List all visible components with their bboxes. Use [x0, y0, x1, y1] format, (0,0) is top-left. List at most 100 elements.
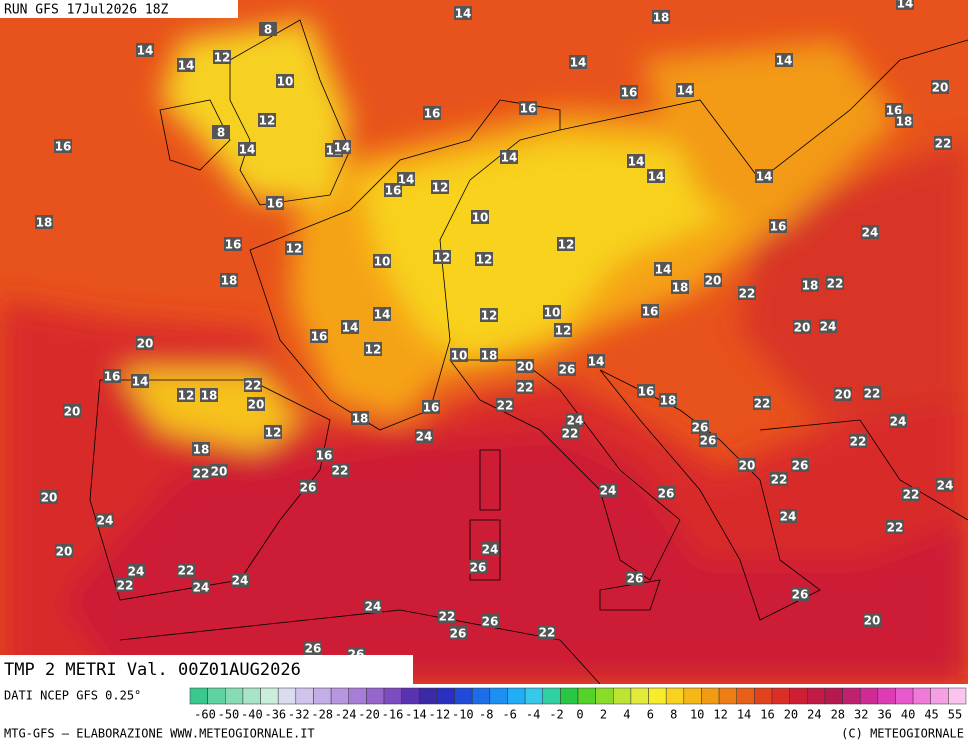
label-box — [373, 307, 391, 321]
label-box — [620, 85, 638, 99]
temperature-label: 12 — [555, 324, 572, 338]
temperature-label: 18 — [653, 11, 670, 25]
label-box — [136, 336, 154, 350]
scale-swatch — [895, 687, 914, 705]
temperature-label: 16 — [423, 401, 440, 415]
scale-swatch — [225, 687, 244, 705]
temperature-label: 20 — [739, 459, 756, 473]
temperature-label: 16 — [104, 370, 121, 384]
temperature-label: 12 — [286, 242, 303, 256]
scale-label: -28 — [311, 708, 333, 722]
label-box — [516, 359, 534, 373]
label-box — [433, 250, 451, 264]
scale-swatch — [824, 687, 843, 705]
label-box — [285, 241, 303, 255]
temperature-label: 22 — [245, 379, 262, 393]
label-box — [738, 458, 756, 472]
temperature-label: 22 — [497, 399, 514, 413]
label-box — [557, 237, 575, 251]
label-box — [276, 74, 294, 88]
temperature-label: 14 — [628, 155, 645, 169]
label-box — [769, 219, 787, 233]
temperature-label: 24 — [232, 574, 249, 588]
temperature-label: 22 — [754, 397, 771, 411]
temperature-label: 20 — [794, 321, 811, 335]
temperature-label: 20 — [211, 465, 228, 479]
temperature-label: 22 — [739, 287, 756, 301]
label-box — [54, 139, 72, 153]
label-box — [936, 478, 954, 492]
temperature-label: 24 — [600, 484, 617, 498]
label-box — [212, 125, 230, 139]
temperature-label: 18 — [672, 281, 689, 295]
label-box — [753, 396, 771, 410]
label-box — [177, 388, 195, 402]
temperature-label: 22 — [517, 381, 534, 395]
label-box — [587, 354, 605, 368]
label-box — [659, 393, 677, 407]
label-box — [889, 414, 907, 428]
scale-label: -6 — [502, 708, 516, 722]
label-box — [264, 425, 282, 439]
temperature-label: 18 — [481, 349, 498, 363]
temperature-label: 14 — [455, 7, 472, 21]
scale-swatch — [313, 687, 332, 705]
label-box — [885, 103, 903, 117]
label-box — [671, 280, 689, 294]
scale-label: -50 — [218, 708, 240, 722]
temperature-label: 16 — [520, 102, 537, 116]
temperature-label: 12 — [214, 51, 231, 65]
scale-label: 55 — [948, 708, 962, 722]
scale-swatch — [471, 687, 491, 705]
temperature-label: 16 — [424, 107, 441, 121]
temperature-label: 14 — [570, 56, 587, 70]
scale-swatch — [454, 687, 473, 705]
temperature-label: 24 — [567, 414, 584, 428]
temperature-label: 24 — [937, 479, 954, 493]
temperature-label: 12 — [259, 114, 276, 128]
label-box — [192, 580, 210, 594]
scale-label: -40 — [241, 708, 263, 722]
label-box — [480, 308, 498, 322]
label-box — [397, 172, 415, 186]
temperature-label: 26 — [559, 363, 576, 377]
temperature-label: 14 — [137, 44, 154, 58]
temperature-label: 18 — [36, 216, 53, 230]
label-box — [637, 384, 655, 398]
label-box — [538, 625, 556, 639]
temperature-label: 26 — [700, 434, 717, 448]
label-box — [819, 319, 837, 333]
label-box — [96, 513, 114, 527]
label-box — [63, 404, 81, 418]
temperature-label: 22 — [193, 467, 210, 481]
temperature-label: 10 — [451, 349, 468, 363]
label-box — [238, 142, 256, 156]
temperature-label: 14 — [342, 321, 359, 335]
temperature-label: 20 — [56, 545, 73, 559]
temperature-label: 18 — [193, 443, 210, 457]
scale-swatch — [877, 687, 896, 705]
temperature-label: 10 — [544, 306, 561, 320]
scale-swatch — [242, 687, 261, 705]
temperature-label: 26 — [470, 561, 487, 575]
temperature-label: 22 — [903, 488, 920, 502]
temperature-label: 14 — [756, 170, 773, 184]
label-box — [423, 106, 441, 120]
temperature-label: 14 — [239, 143, 256, 157]
temperature-label: 14 — [776, 54, 793, 68]
temperature-field — [0, 20, 968, 684]
label-box — [793, 320, 811, 334]
label-box — [384, 183, 402, 197]
scale-swatch — [207, 687, 226, 705]
scale-swatch — [277, 687, 297, 705]
scale-swatch — [330, 687, 349, 705]
temperature-label: 12 — [476, 253, 493, 267]
scale-label: -16 — [382, 708, 404, 722]
label-box — [863, 613, 881, 627]
label-box — [934, 136, 952, 150]
label-box — [422, 400, 440, 414]
temperature-label: 22 — [771, 473, 788, 487]
label-box — [641, 304, 659, 318]
label-box — [454, 6, 472, 20]
scale-swatch — [542, 687, 561, 705]
